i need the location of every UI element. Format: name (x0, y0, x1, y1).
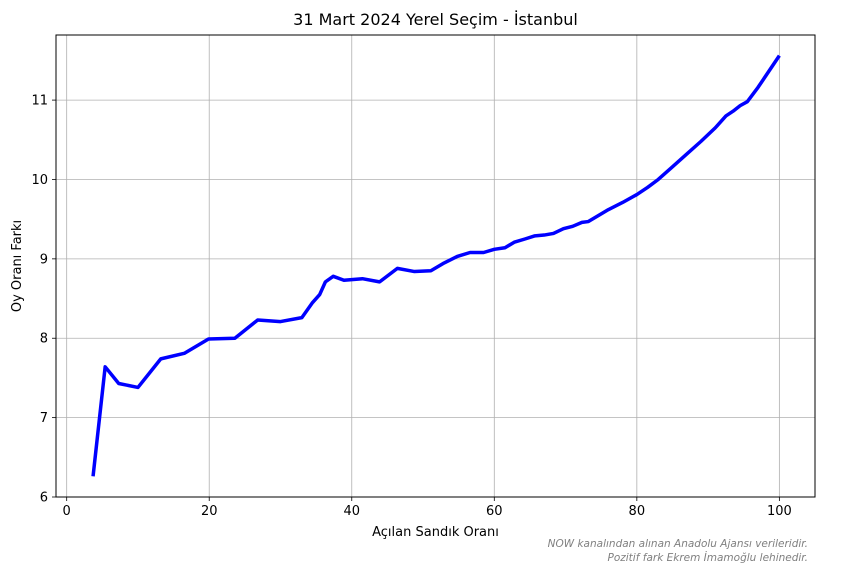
x-tick-label: 80 (629, 504, 646, 519)
x-tick-label: 60 (486, 504, 503, 519)
y-tick-label: 8 (40, 332, 48, 347)
chart-title: 31 Mart 2024 Yerel Seçim - İstanbul (293, 10, 578, 29)
x-tick-label: 100 (767, 504, 792, 519)
source-note: NOW kanalından alınan Anadolu Ajansı ver… (548, 538, 808, 550)
y-axis-label: Oy Oranı Farkı (10, 220, 25, 312)
x-axis-ticks: 0 20 40 60 80 100 (63, 497, 792, 519)
x-tick-label: 20 (201, 504, 218, 519)
y-axis-ticks: 6 7 8 9 10 11 (31, 94, 56, 506)
y-tick-label: 11 (31, 94, 48, 109)
y-tick-label: 6 (40, 491, 48, 506)
y-tick-label: 10 (31, 173, 48, 188)
x-tick-label: 0 (63, 504, 71, 519)
lean-note: Pozitif fark Ekrem İmamoğlu lehinedir. (608, 551, 809, 564)
plot-frame (55, 34, 816, 498)
series-line (91, 54, 781, 477)
y-tick-label: 9 (40, 252, 48, 267)
x-tick-label: 40 (343, 504, 360, 519)
data-series (91, 54, 781, 477)
y-tick-label: 7 (40, 411, 48, 426)
x-axis-label: Açılan Sandık Oranı (372, 525, 499, 540)
